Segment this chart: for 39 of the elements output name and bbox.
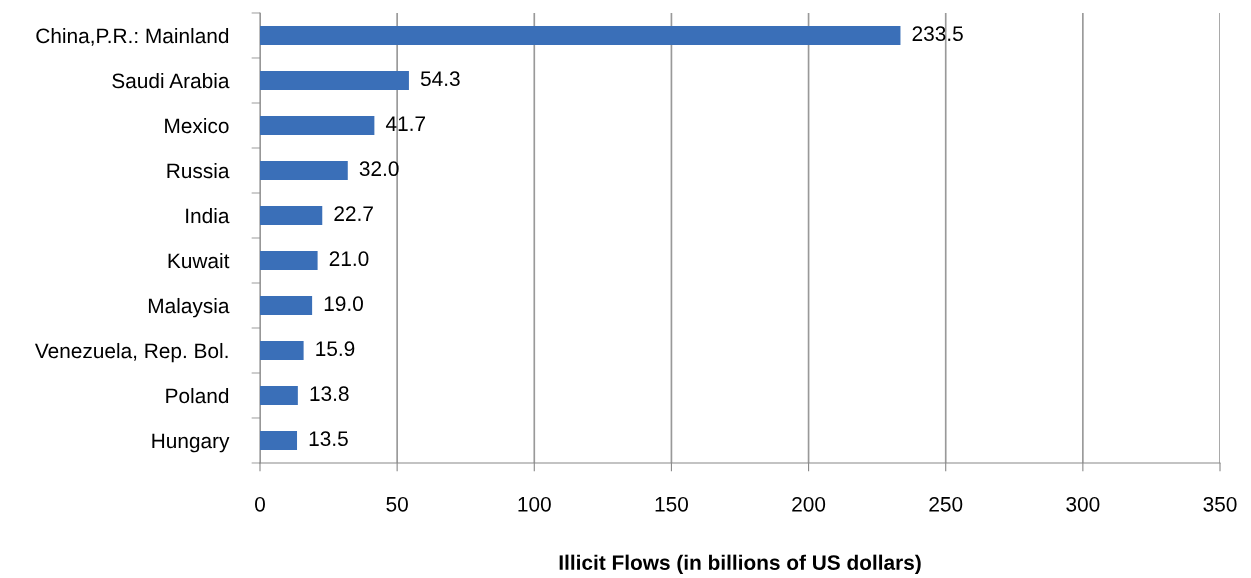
bar [260,296,313,315]
data-label: 13.8 [310,386,349,402]
x-tick-label: 200 [792,496,826,512]
y-tick-label: Mexico [165,117,229,134]
data-label: 32.0 [359,161,399,177]
bar [260,116,375,135]
y-tick-label: China,P.R.: Mainland [36,27,229,46]
y-tick-label: Venezuela, Rep. Bol. [34,342,228,363]
x-axis-title: Illicit Flows (in billions of US dollars) [559,554,921,575]
data-label: 41.7 [385,116,425,131]
y-tick-label: Malaysia [148,297,230,318]
data-label: 233.5 [912,26,963,42]
bar [260,386,298,405]
y-tick-label: India [186,207,230,224]
x-tick-label: 350 [1203,496,1237,512]
bar [260,71,409,90]
x-tick-label: 150 [655,496,688,512]
data-label: 54.3 [420,71,460,87]
y-tick-label: Hungary [152,433,230,453]
data-label: 13.5 [309,431,348,447]
data-label: 21.0 [329,251,369,267]
bar [260,206,323,225]
y-tick-label: Saudi Arabia [112,72,230,89]
data-label: 15.9 [316,341,355,357]
data-label: 22.7 [334,206,373,221]
y-tick-label: Poland [166,387,229,404]
bar [260,251,318,270]
x-tick-label: 100 [518,496,551,512]
x-tick-label: 250 [929,496,963,512]
y-tick-label: Russia [167,162,230,179]
data-label: 19.0 [324,296,363,312]
bar [260,161,348,180]
bar [260,431,298,450]
bar [260,26,901,45]
bar [260,341,304,360]
x-tick-label: 300 [1066,496,1100,512]
x-tick-label: 0 [255,496,265,512]
x-tick-label: 50 [386,496,408,512]
y-tick-label: Kuwait [168,252,230,269]
